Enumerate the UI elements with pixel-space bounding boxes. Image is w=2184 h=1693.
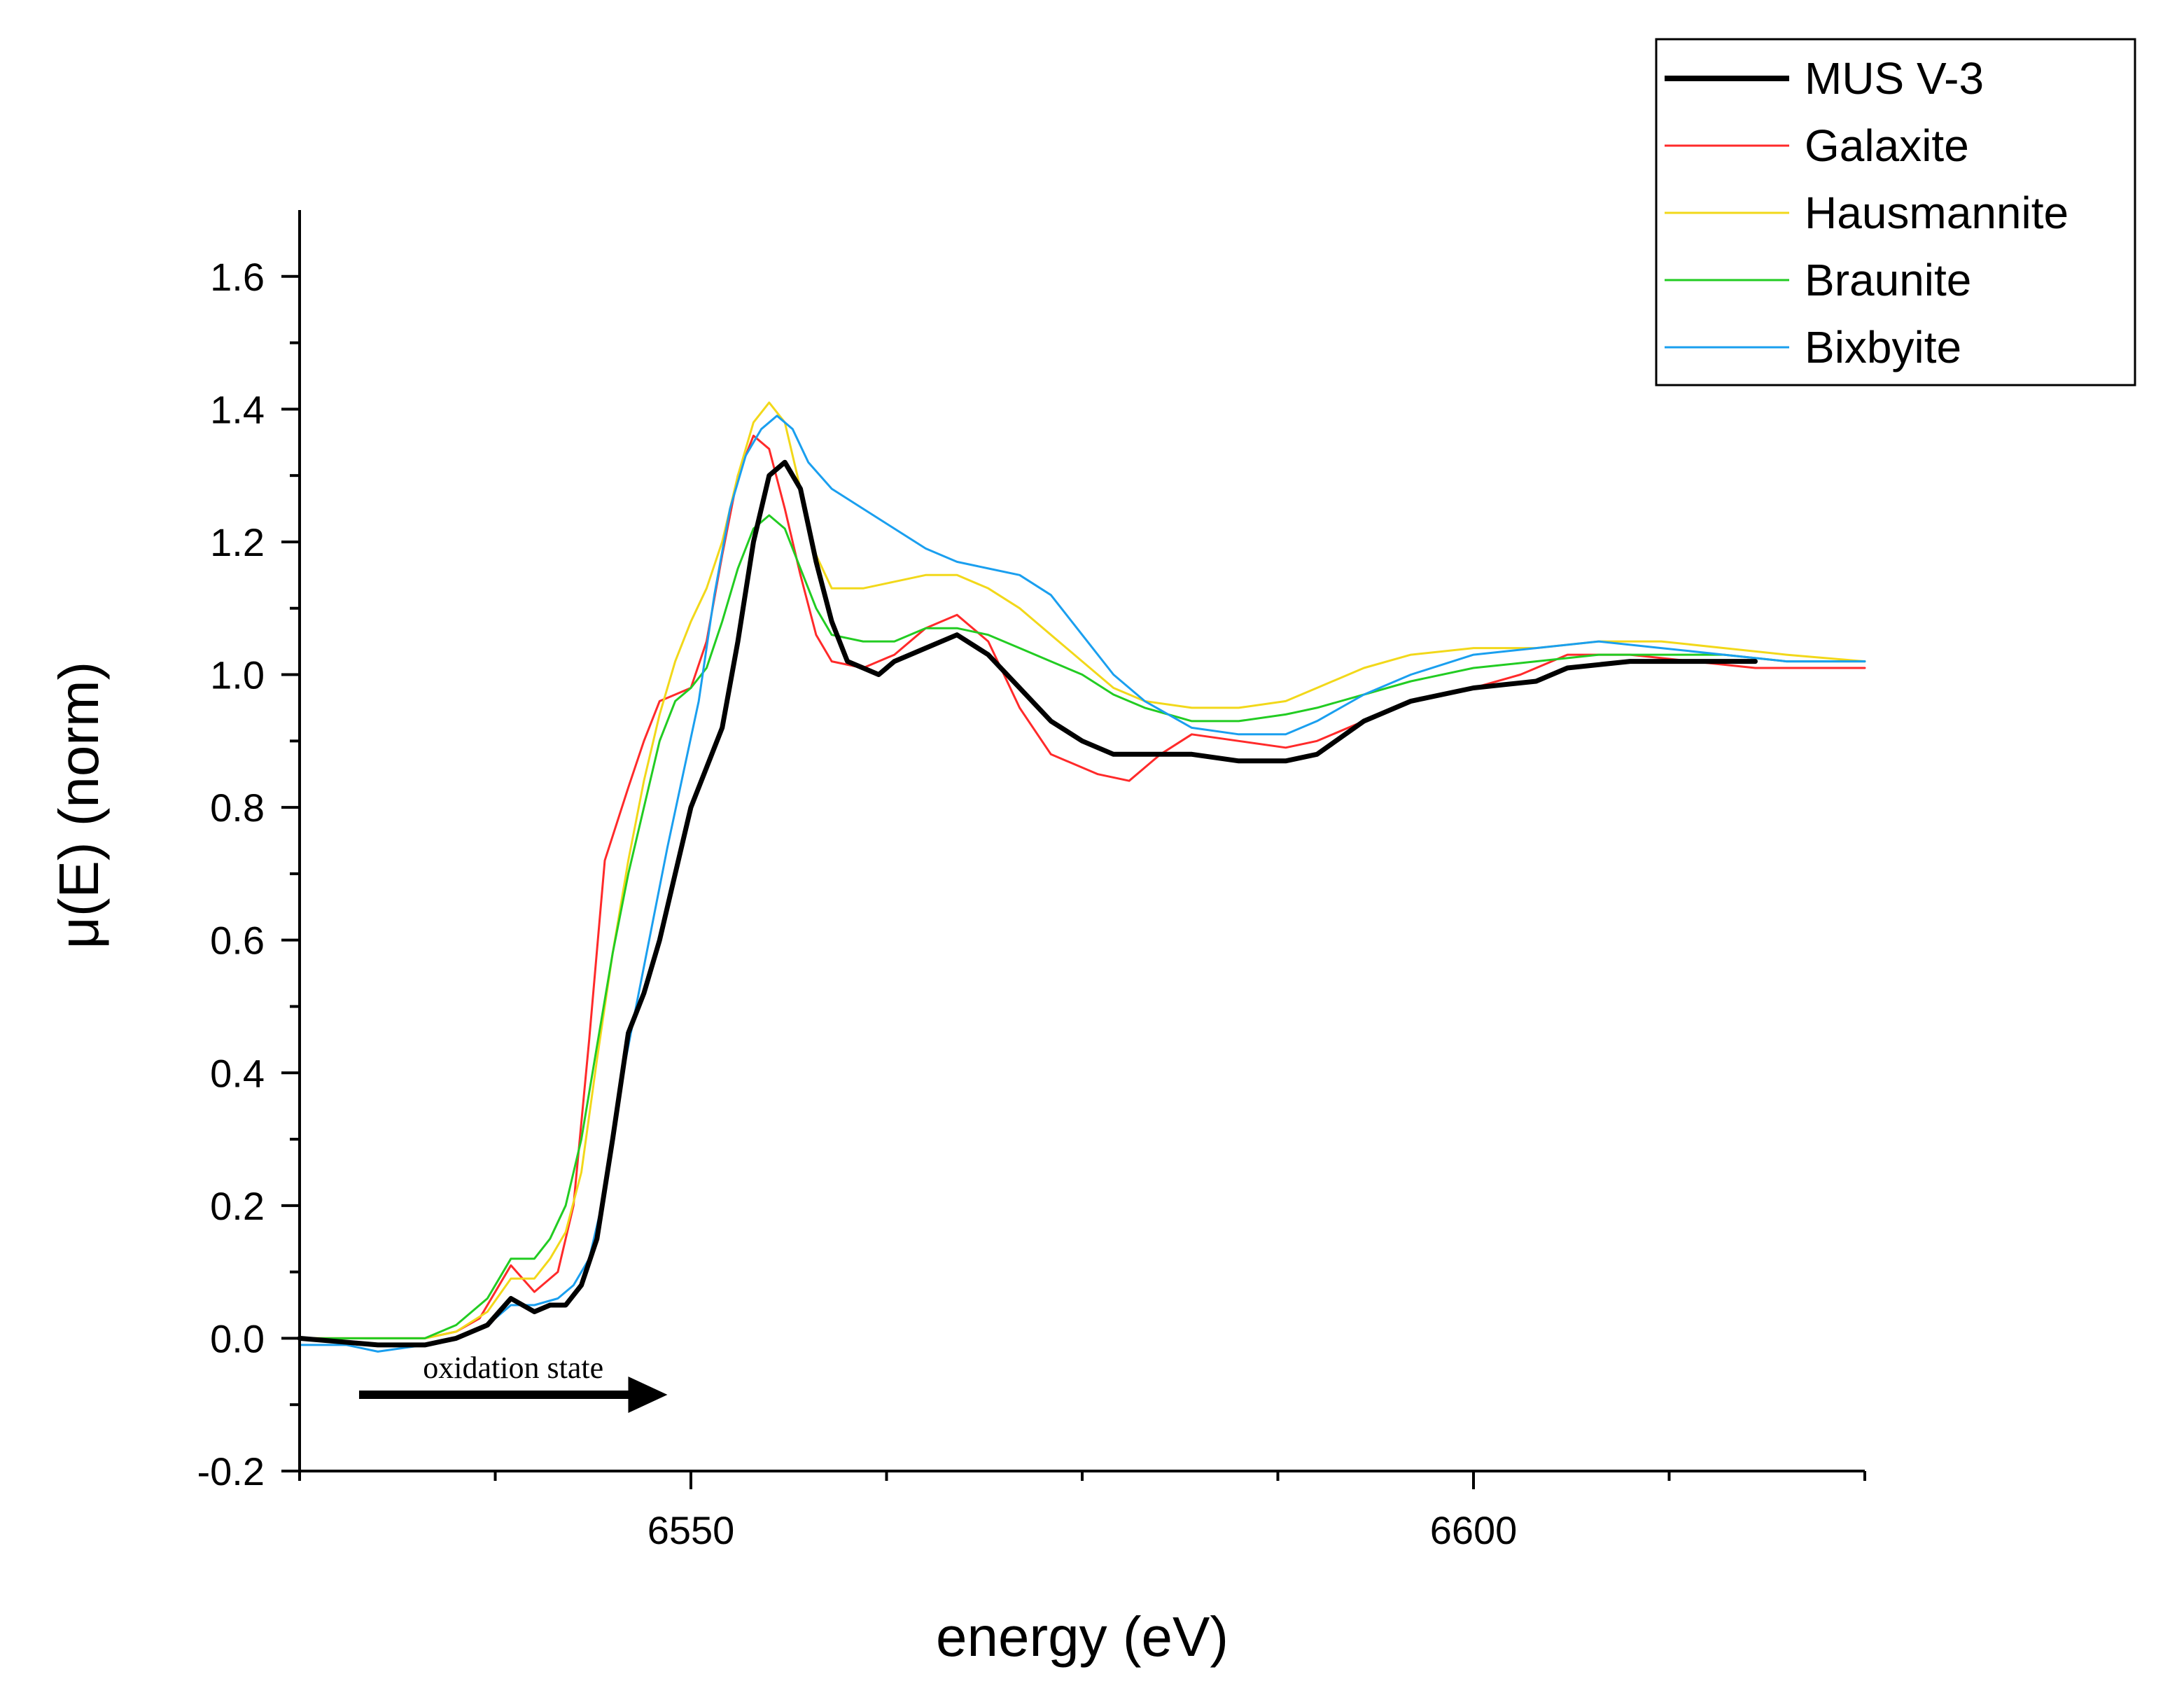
y-ticks: -0.2 0.0 0.2 0.4 0.6 0.8 1.0 1.2 1.4 1.6 <box>197 255 300 1493</box>
y-tick-label: 0.0 <box>210 1316 265 1360</box>
legend-label-bixbyite: Bixbyite <box>1805 322 1961 372</box>
annotation-text: oxidation state <box>423 1351 603 1385</box>
y-tick-label: 0.4 <box>210 1051 265 1095</box>
y-tick-label: 0.6 <box>210 919 265 963</box>
series-line-mus-v-3 <box>297 459 1758 1348</box>
y-tick-label: 1.0 <box>210 653 265 697</box>
legend-label-hausmannite: Hausmannite <box>1805 188 2068 238</box>
x-tick-label: 6550 <box>648 1508 735 1552</box>
legend-label-braunite: Braunite <box>1805 255 1971 305</box>
legend-label-mus-v-3: MUS V-3 <box>1805 53 1984 104</box>
series-line-bixbyite <box>298 414 1866 1353</box>
arrow-right-icon <box>628 1376 668 1413</box>
plot-series <box>297 401 1866 1353</box>
oxidation-state-annotation: oxidation state <box>358 1351 668 1413</box>
y-tick-label: -0.2 <box>197 1449 265 1493</box>
legend: MUS V-3 Galaxite Hausmannite Braunite Bixbyi… <box>1655 38 2136 386</box>
series-line-hausmannite <box>298 401 1866 1339</box>
y-tick-label: 1.4 <box>210 387 265 431</box>
y-tick-label: 0.8 <box>210 786 265 830</box>
y-tick-label: 1.2 <box>210 520 265 564</box>
x-tick-label: 6600 <box>1430 1508 1518 1552</box>
legend-items: MUS V-3 Galaxite Hausmannite Braunite Bixbyi… <box>1665 53 2068 372</box>
y-tick-label: 1.6 <box>210 255 265 299</box>
y-tick-label: 0.2 <box>210 1184 265 1228</box>
x-axis-title: energy (eV) <box>936 1605 1228 1668</box>
x-ticks: 6550 6600 <box>298 1471 1866 1552</box>
legend-label-galaxite: Galaxite <box>1805 120 1969 171</box>
y-axis-title: μ(E) (norm) <box>48 662 110 949</box>
